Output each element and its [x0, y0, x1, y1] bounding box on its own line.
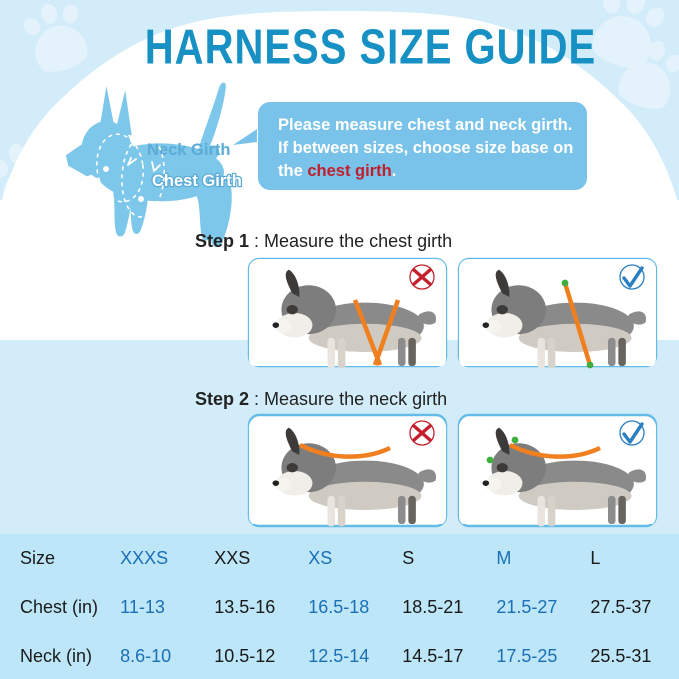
svg-text:Chest Girth: Chest Girth — [152, 172, 242, 190]
svg-text:Neck Girth: Neck Girth — [147, 141, 230, 159]
